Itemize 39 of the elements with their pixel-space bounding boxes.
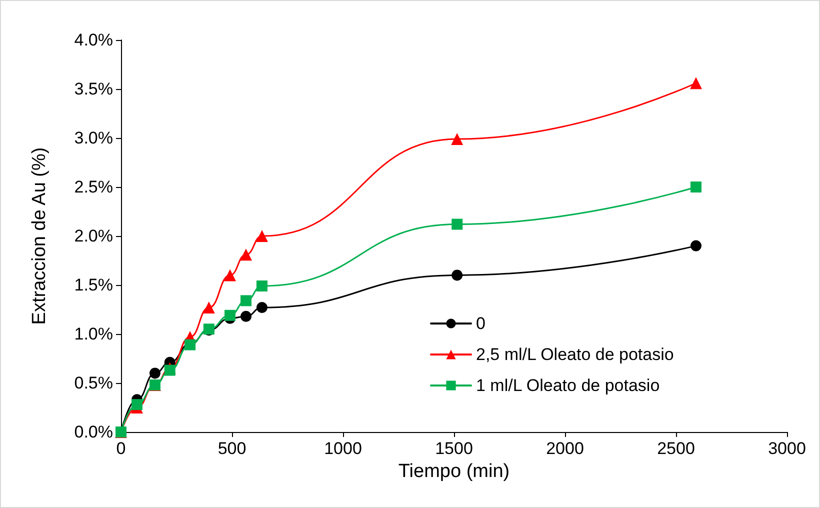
point: [452, 218, 463, 230]
x-tick-label: 1500: [435, 439, 473, 458]
x-tick-label: 1000: [324, 439, 362, 458]
point: [240, 310, 252, 322]
x-tick-label: 2500: [657, 439, 695, 458]
point: [256, 302, 268, 314]
y-tick-label: 1.0%: [74, 324, 113, 344]
y-tick-label: 2.5%: [74, 178, 113, 196]
x-tick-label: 0: [116, 439, 126, 458]
point: [240, 248, 252, 261]
legend-label: 1 ml/L Oleato de potasio: [476, 376, 660, 395]
point: [224, 310, 236, 321]
point: [690, 182, 702, 192]
legend-label: 0: [476, 314, 486, 333]
y-tick-label: 3.0%: [74, 128, 113, 148]
point: [202, 302, 215, 314]
point: [256, 230, 268, 242]
y-tick-label: 4.0%: [74, 30, 113, 50]
y-tick-label: 3.5%: [74, 80, 113, 98]
point: [149, 368, 160, 379]
y-tick-label: 0.5%: [74, 374, 113, 392]
y-axis-title: Extraccion de Au (%): [29, 147, 50, 325]
point: [452, 270, 463, 281]
y-tick-label: 2.0%: [74, 226, 113, 246]
x-axis-title: Tiempo (min): [398, 461, 510, 482]
point: [256, 280, 268, 292]
legend-label: 2,5 ml/L Oleato de potasio: [476, 345, 674, 364]
point: [690, 77, 702, 90]
x-tick-label: 2000: [546, 439, 584, 458]
point: [451, 132, 464, 145]
point: [240, 295, 252, 306]
point: [164, 364, 176, 376]
point: [690, 240, 702, 252]
point: [224, 269, 236, 282]
point: [131, 399, 142, 410]
x-tick-label: 500: [218, 439, 246, 458]
y-tick-label: 0.0%: [74, 422, 113, 442]
x-tick-label: 3000: [768, 439, 806, 458]
y-tick-label: 1.5%: [74, 276, 113, 294]
